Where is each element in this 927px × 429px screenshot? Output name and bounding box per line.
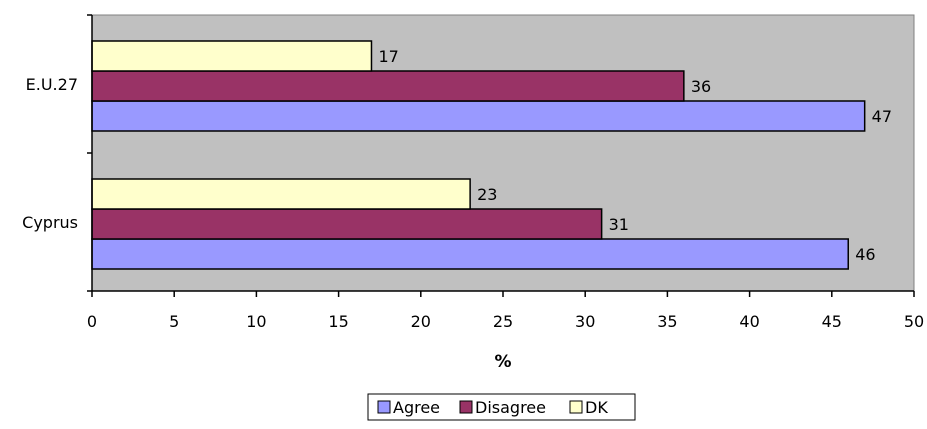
bar-cyprus-dk [91, 178, 471, 210]
x-tick-label-20: 20 [411, 312, 431, 331]
data-label-e-u-27-dk: 17 [378, 47, 398, 66]
bar-cyprus-agree [91, 238, 849, 270]
bar-e-u-27-agree [91, 100, 866, 132]
bar-e-u-27-dk [91, 40, 373, 72]
bar-e-u-27-disagree [91, 70, 685, 102]
x-tick-label-35: 35 [657, 312, 677, 331]
x-tick-label-10: 10 [246, 312, 266, 331]
x-tick-label-50: 50 [904, 312, 924, 331]
data-label-e-u-27-disagree: 36 [691, 77, 711, 96]
legend-box [367, 393, 636, 421]
x-tick-label-0: 0 [87, 312, 97, 331]
x-tick-label-30: 30 [575, 312, 595, 331]
legend-swatch-disagree [459, 400, 473, 414]
data-label-cyprus-dk: 23 [477, 185, 497, 204]
x-tick-label-45: 45 [822, 312, 842, 331]
data-label-cyprus-disagree: 31 [609, 215, 629, 234]
x-tick-label-15: 15 [328, 312, 348, 331]
category-label-e-u-27: E.U.27 [26, 75, 78, 94]
data-label-e-u-27-agree: 47 [872, 107, 892, 126]
category-label-cyprus: Cyprus [22, 213, 78, 232]
legend-label-disagree: Disagree [475, 398, 546, 417]
x-axis-title: % [494, 352, 511, 372]
legend-swatch-agree [377, 400, 391, 414]
x-tick-label-5: 5 [169, 312, 179, 331]
legend-label-dk: DK [585, 398, 608, 417]
legend-label-agree: Agree [393, 398, 440, 417]
legend-swatch-dk [569, 400, 583, 414]
x-tick-label-25: 25 [493, 312, 513, 331]
bar-cyprus-disagree [91, 208, 603, 240]
data-label-cyprus-agree: 46 [855, 245, 875, 264]
x-tick-label-40: 40 [739, 312, 759, 331]
